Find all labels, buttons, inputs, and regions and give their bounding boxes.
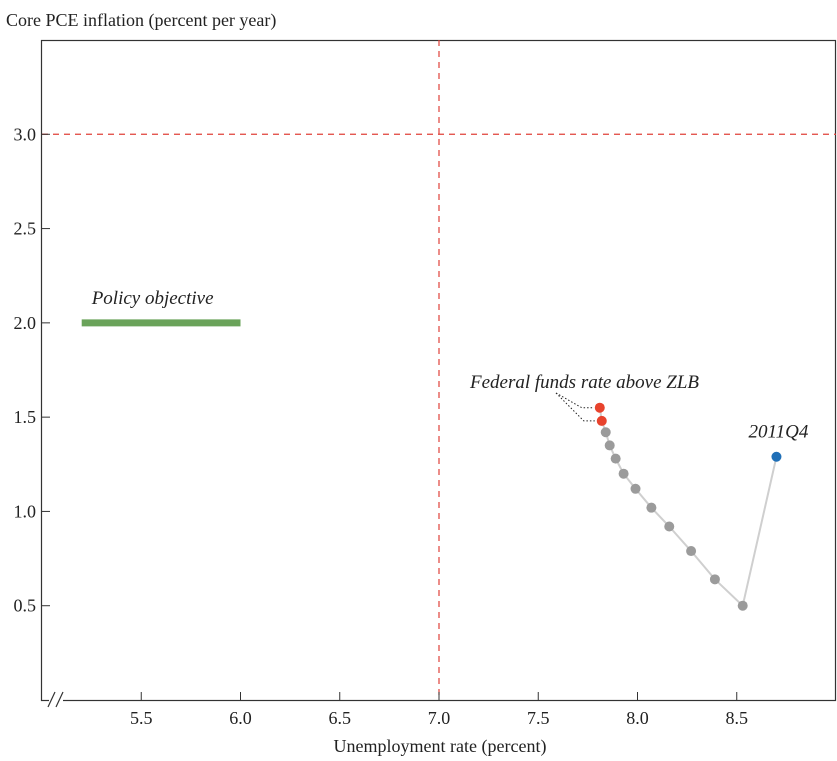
policy-objective-label: Policy objective [91, 288, 214, 309]
y-tick-label: 1.5 [14, 407, 37, 427]
x-axis-title: Unemployment rate (percent) [334, 736, 547, 757]
y-tick-label: 0.5 [14, 596, 37, 616]
path-point [630, 483, 641, 494]
y-axis-title: Core PCE inflation (percent per year) [6, 10, 276, 31]
axis-break-mark [47, 690, 64, 708]
data-series [594, 402, 782, 611]
y-axis: 0.5 1.0 1.5 2.0 2.5 3.0 [14, 124, 50, 616]
zlb-point [596, 415, 607, 426]
y-tick-label: 1.0 [14, 501, 37, 521]
reference-lines [42, 40, 836, 700]
zlb-point [594, 402, 605, 413]
path-point [686, 546, 697, 557]
x-tick-label: 6.0 [229, 708, 252, 728]
x-tick-label: 5.5 [130, 708, 153, 728]
zlb-label: Federal funds rate above ZLB [469, 372, 699, 393]
path-point [737, 600, 748, 611]
path-point [610, 453, 621, 464]
path-point [709, 574, 720, 585]
x-axis: 5.5 6.0 6.5 7.0 7.5 8.0 8.5 [130, 692, 748, 728]
start-point [771, 451, 782, 462]
y-tick-label: 2.5 [14, 219, 37, 239]
start-label: 2011Q4 [749, 422, 809, 443]
y-tick-label: 2.0 [14, 313, 37, 333]
path-point [664, 521, 675, 532]
path-point [618, 468, 629, 479]
x-tick-label: 7.0 [428, 708, 451, 728]
path-point [646, 502, 657, 513]
path-point [604, 440, 615, 451]
path-point [600, 427, 611, 438]
policy-objective-group: Policy objective [81, 288, 241, 327]
annotations: 2011Q4 Federal funds rate above ZLB [469, 372, 809, 443]
zlb-leader-line [555, 392, 593, 409]
x-tick-label: 6.5 [329, 708, 352, 728]
x-tick-label: 7.5 [527, 708, 550, 728]
y-tick-label: 3.0 [14, 124, 37, 144]
x-tick-label: 8.0 [626, 708, 649, 728]
zlb-leader-line [555, 392, 595, 422]
x-tick-label: 8.5 [726, 708, 749, 728]
